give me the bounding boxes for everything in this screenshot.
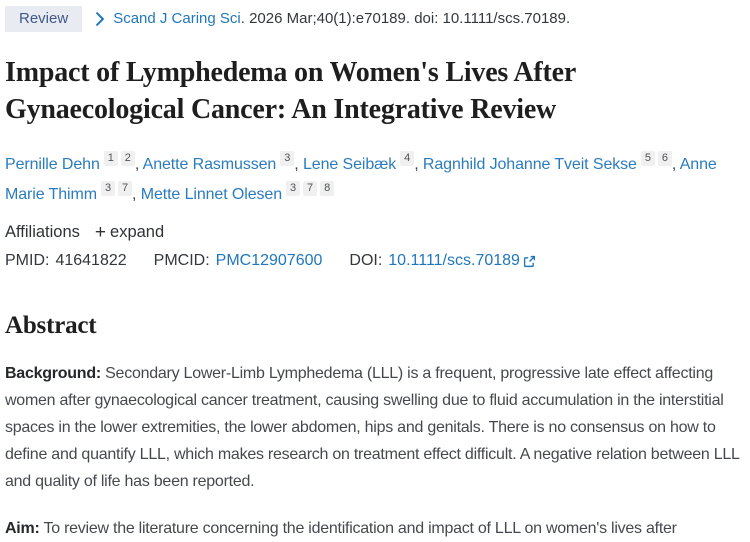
affiliation-superscript: 5: [640, 151, 655, 166]
affiliation-superscript: 6: [657, 151, 672, 166]
pmid-group: PMID: 41641822: [5, 252, 127, 270]
abstract-section: Background: Secondary Lower-Limb Lymphed…: [5, 365, 740, 490]
affiliation-superscript: 4: [400, 151, 415, 166]
external-link-icon: [523, 255, 536, 268]
affiliation-superscript: 1: [103, 151, 118, 166]
author-link[interactable]: Lene Seibæk: [302, 156, 397, 173]
identifiers-row: PMID: 41641822 PMCID: PMC12907600 DOI: 1…: [5, 252, 742, 270]
abstract-section-label: Background:: [5, 365, 101, 382]
chevron-right-icon: [95, 12, 105, 26]
citation-bar: Review Scand J Caring Sci. 2026 Mar;40(1…: [5, 6, 742, 32]
affiliation-superscript: 7: [117, 181, 133, 196]
affiliation-superscript: 3: [100, 181, 115, 196]
pmcid-label: PMCID:: [153, 252, 210, 269]
article-title: Impact of Lymphedema on Women's Lives Af…: [5, 57, 576, 125]
author-separator: ,: [671, 156, 680, 173]
abstract-body: Background: Secondary Lower-Limb Lymphed…: [5, 360, 742, 542]
journal-citation: Scand J Caring Sci. 2026 Mar;40(1):e7018…: [113, 8, 570, 30]
abstract-section-label: Aim:: [5, 520, 40, 537]
doi-group: DOI: 10.1111/scs.70189: [349, 252, 536, 270]
plus-icon: +: [94, 221, 107, 243]
pmcid-group: PMCID: PMC12907600: [154, 252, 323, 270]
publication-type-badge: Review: [5, 6, 83, 32]
affiliation-superscript: 8: [320, 181, 335, 196]
affiliation-superscript: 3: [280, 151, 295, 166]
expand-label: expand: [110, 223, 165, 241]
expand-affiliations-button[interactable]: + expand: [95, 223, 164, 242]
doi-link[interactable]: 10.1111/scs.70189: [388, 252, 520, 269]
author-separator: ,: [414, 156, 423, 173]
pmid-label: PMID:: [5, 252, 50, 269]
pmid-value: 41641822: [55, 252, 127, 269]
affiliations-label: Affiliations: [5, 223, 80, 241]
affiliations-row: Affiliations + expand: [5, 223, 742, 242]
author-separator: ,: [294, 156, 303, 173]
author-link[interactable]: Pernille Dehn: [5, 156, 100, 173]
author-link[interactable]: Anette Rasmussen: [142, 156, 277, 173]
doi-label: DOI:: [349, 252, 383, 269]
author-link[interactable]: Anne Marie Thimm: [5, 156, 717, 203]
author-list: Pernille Dehn 1 2, Anette Rasmussen 3, Lene…: [5, 150, 742, 210]
abstract-heading: Abstract: [5, 312, 97, 339]
affiliation-superscript: 7: [303, 181, 318, 196]
author-separator: ,: [134, 156, 143, 173]
abstract-section: Aim: To review the literature concerning…: [5, 520, 677, 537]
pmcid-link[interactable]: PMC12907600: [215, 252, 323, 269]
citation-text: . 2026 Mar;40(1):e70189. doi: 10.1111/sc…: [240, 10, 571, 27]
author-separator: ,: [132, 186, 141, 203]
author-link[interactable]: Ragnhild Johanne Tveit Sekse: [422, 156, 637, 173]
author-link[interactable]: Mette Linnet Olesen: [140, 186, 283, 203]
affiliation-superscript: 2: [120, 151, 135, 166]
affiliation-superscript: 3: [286, 181, 301, 196]
journal-link[interactable]: Scand J Caring Sci: [113, 10, 241, 27]
